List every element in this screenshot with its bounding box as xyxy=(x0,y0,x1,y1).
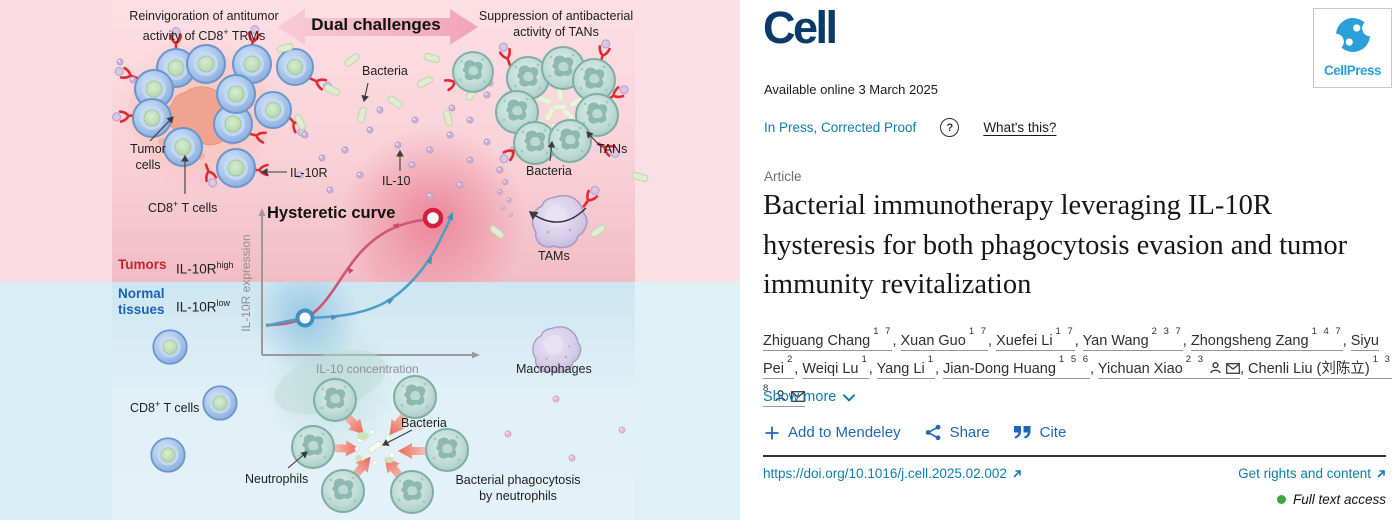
label-neutrophils: Neutrophils xyxy=(245,472,309,486)
available-online-date: Available online 3 March 2025 xyxy=(764,82,938,97)
divider xyxy=(763,455,1386,457)
dual-challenges-banner xyxy=(277,9,478,45)
author-link[interactable]: Zhongsheng Zang1 4 7, xyxy=(1190,326,1351,351)
action-bar: Add to Mendeley Share xyxy=(764,424,1066,441)
annotation-arrows xyxy=(149,82,601,469)
x-axis-label: IL-10 concentration xyxy=(316,362,419,376)
hysteresis-plot xyxy=(258,207,480,359)
label-suppression: Suppression of antibacterial activity of … xyxy=(478,9,634,39)
label-bacteria-bottom: Bacteria xyxy=(401,416,447,430)
author-link[interactable]: Zhiguang Chang1 7, xyxy=(763,326,901,351)
article-type: Article xyxy=(764,169,802,184)
normal-zone-margin-right xyxy=(635,282,740,520)
label-cd8-tcells-top: CD8+ T cells xyxy=(148,199,218,216)
label-il10r: IL-10R xyxy=(290,166,328,180)
external-link-icon xyxy=(1377,469,1385,478)
in-press-link[interactable]: In Press, Corrected Proof xyxy=(764,120,917,135)
label-macrophages: Macrophages xyxy=(516,362,592,376)
help-icon[interactable]: ? xyxy=(940,118,960,137)
cellpress-swirl-icon xyxy=(1327,18,1378,52)
email-icon xyxy=(1226,363,1240,375)
show-more-button[interactable]: Show more xyxy=(763,389,856,405)
cite-button[interactable]: Cite xyxy=(1013,424,1066,441)
label-il10r-high: IL-10Rhigh xyxy=(176,260,234,277)
chevron-down-icon xyxy=(843,394,856,402)
graphical-abstract: Reinvigoration of antitumor activity of C… xyxy=(0,0,740,520)
label-il10r-low: IL-10Rlow xyxy=(176,298,231,315)
author-link[interactable]: Yan Wang2 3 7, xyxy=(1082,326,1191,351)
article-panel: Cell CellPress Available online 3 March … xyxy=(740,0,1400,520)
label-il10: IL-10 xyxy=(382,174,411,188)
author-link[interactable]: Xuefei Li1 7, xyxy=(996,326,1083,351)
y-axis-label: IL-10R expression xyxy=(239,234,253,332)
person-icon xyxy=(1210,362,1221,374)
doi-link[interactable]: https://doi.org/10.1016/j.cell.2025.02.0… xyxy=(763,466,1022,481)
label-tumors: Tumors xyxy=(118,257,167,272)
label-phagocytosis: Bacterial phagocytosis by neutrophils xyxy=(455,473,581,503)
email-icon xyxy=(791,391,806,403)
label-tams: TAMs xyxy=(538,249,570,263)
author-link[interactable]: Yichuan Xiao2 3, xyxy=(1097,354,1249,380)
publication-status-row: In Press, Corrected Proof ? What's this? xyxy=(764,118,1056,137)
author-link[interactable]: Yang Li1, xyxy=(876,354,944,380)
author-link[interactable]: Xuan Guo1 7, xyxy=(900,326,997,351)
tumor-zone-margin-right xyxy=(635,0,740,282)
label-tans: TANs xyxy=(597,142,628,156)
whats-this-link[interactable]: What's this? xyxy=(983,120,1057,135)
person-icon xyxy=(775,390,786,402)
article-title: Bacterial immunotherapy leveraging IL-10… xyxy=(763,190,1348,300)
abstract-art xyxy=(0,9,650,514)
open-access-dot xyxy=(1276,495,1286,504)
add-to-mendeley-button[interactable]: Add to Mendeley xyxy=(764,424,901,441)
label-bacteria-top: Bacteria xyxy=(362,64,408,78)
label-cd8-tcells-bottom: CD8+ T cells xyxy=(130,399,200,416)
label-tumor-cells: Tumor cells xyxy=(130,142,166,172)
author-link[interactable]: Weiqi Lu1, xyxy=(802,354,877,380)
cite-quotes-icon xyxy=(1013,426,1032,439)
cellpress-wordmark: CellPress xyxy=(1323,63,1382,78)
label-bacteria-right: Bacteria xyxy=(526,164,572,178)
cell-journal-logo[interactable]: Cell xyxy=(763,2,838,53)
author-list: Zhiguang Chang1 7, Xuan Guo1 7, Xuefei L… xyxy=(763,325,1398,410)
access-status: Full text access xyxy=(1276,492,1386,507)
neutrophil-cluster xyxy=(274,349,469,514)
label-hysteretic-curve: Hysteretic curve xyxy=(267,204,396,222)
author-link[interactable]: Siyu Pei2, xyxy=(763,332,1379,380)
label-reinvigoration: Reinvigoration of antitumor activity of C… xyxy=(129,9,279,44)
rights-and-content-link[interactable]: Get rights and content xyxy=(1238,466,1386,481)
label-dual-challenges: Dual challenges xyxy=(311,15,441,34)
tumor-zone-margin xyxy=(0,0,112,282)
plus-icon xyxy=(764,425,780,441)
share-icon xyxy=(925,424,942,441)
share-button[interactable]: Share xyxy=(925,424,990,441)
author-link[interactable]: Jian-Dong Huang1 5 6, xyxy=(943,354,1098,380)
cellpress-logo[interactable]: CellPress xyxy=(1313,8,1392,88)
external-link-icon xyxy=(1013,469,1021,478)
tam-cell xyxy=(528,184,601,249)
author-link[interactable]: Chenli Liu (刘陈立)1 3 8 xyxy=(763,354,1392,408)
normal-zone-margin xyxy=(0,282,112,520)
normal-zone xyxy=(112,282,635,520)
label-normal-tissues: Normal tissues xyxy=(118,286,165,317)
